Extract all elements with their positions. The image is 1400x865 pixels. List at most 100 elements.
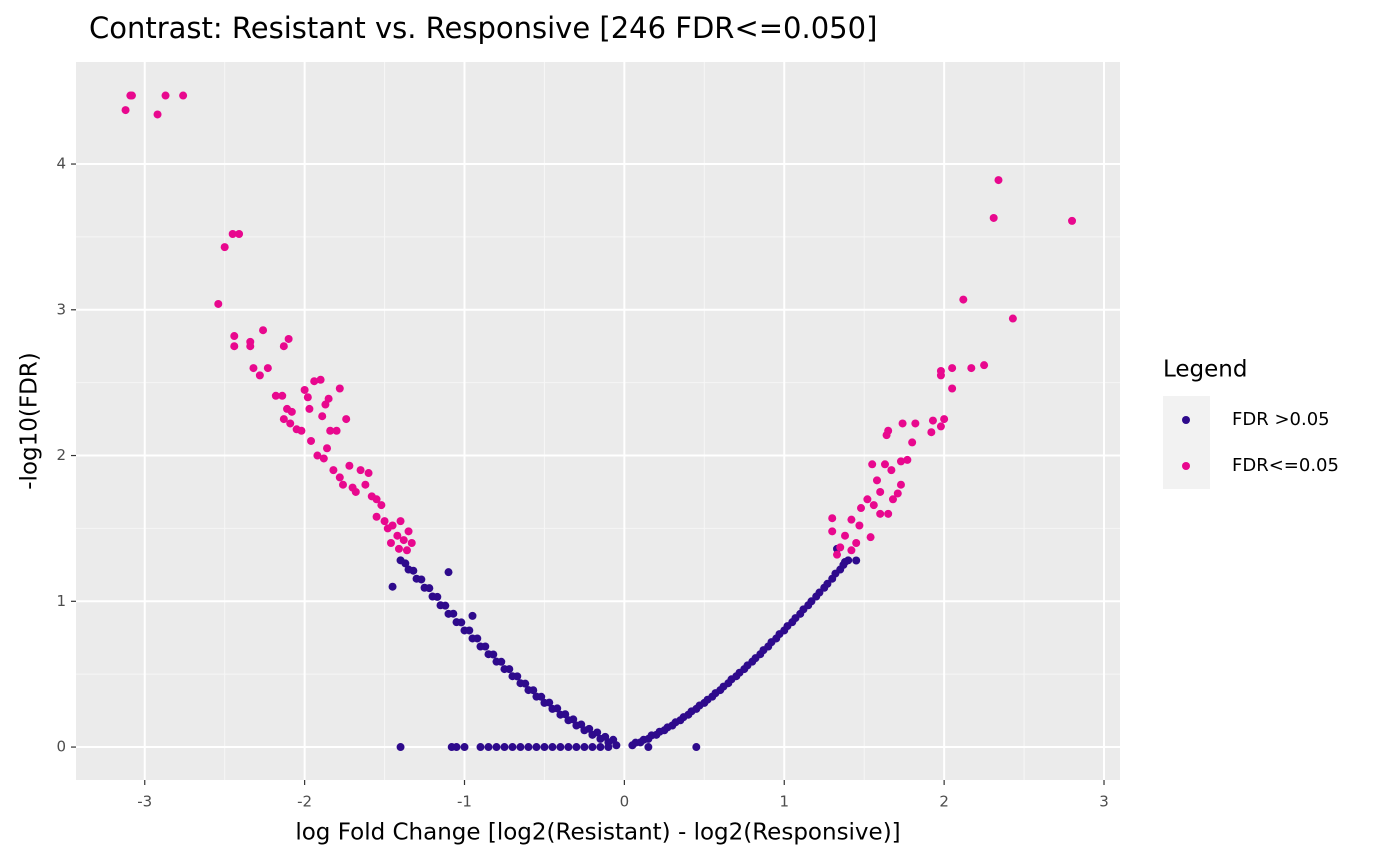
- point: [356, 466, 365, 475]
- point: [876, 509, 885, 518]
- point: [484, 650, 493, 659]
- axes: -3 -2 -1 0 1 2 3 0 1 2 3 4: [56, 155, 1108, 811]
- point: [452, 618, 461, 627]
- point: [869, 501, 878, 510]
- point: [396, 517, 405, 526]
- point: [444, 568, 453, 577]
- point: [388, 582, 397, 591]
- point: [948, 384, 957, 393]
- point: [335, 473, 344, 482]
- point: [396, 743, 405, 752]
- y-tick-label: 3: [56, 300, 66, 318]
- legend-label: FDR >0.05: [1232, 409, 1330, 430]
- x-tick-label: 3: [1099, 793, 1109, 811]
- point: [326, 426, 335, 435]
- point: [407, 538, 416, 547]
- point: [377, 501, 386, 510]
- point: [887, 466, 896, 475]
- point: [596, 743, 605, 752]
- plot-panel: [76, 62, 1120, 780]
- point: [588, 730, 597, 739]
- point: [319, 454, 328, 463]
- point: [928, 416, 937, 425]
- point: [927, 428, 936, 437]
- point: [692, 743, 701, 752]
- point: [468, 611, 477, 620]
- point: [532, 743, 541, 752]
- point: [908, 438, 917, 447]
- y-tick-label: 2: [56, 446, 66, 464]
- point: [866, 533, 875, 542]
- point: [852, 556, 861, 565]
- point: [259, 326, 268, 335]
- point: [372, 495, 381, 504]
- point: [580, 743, 589, 752]
- x-tick-label: 2: [939, 793, 949, 811]
- point: [351, 487, 360, 496]
- point: [484, 743, 493, 752]
- point: [980, 361, 989, 370]
- point: [556, 710, 565, 719]
- point: [345, 461, 354, 470]
- legend-label: FDR<=0.05: [1232, 455, 1339, 476]
- point: [888, 495, 897, 504]
- y-tick-label: 4: [56, 155, 66, 173]
- point: [508, 672, 517, 681]
- point: [476, 642, 485, 651]
- point: [324, 394, 333, 403]
- point: [588, 743, 597, 752]
- point: [1008, 314, 1017, 323]
- point: [279, 415, 288, 424]
- point: [399, 536, 408, 545]
- point: [230, 342, 239, 351]
- point: [836, 543, 845, 552]
- point: [313, 451, 322, 460]
- chart-title: Contrast: Resistant vs. Responsive [246 …: [89, 11, 877, 45]
- point: [572, 721, 581, 730]
- point: [372, 512, 381, 521]
- x-tick-label: -3: [137, 793, 152, 811]
- point: [500, 743, 509, 752]
- point: [863, 495, 872, 504]
- point: [307, 436, 316, 445]
- point: [967, 364, 976, 373]
- point: [230, 332, 239, 341]
- point: [153, 110, 162, 119]
- point: [278, 391, 287, 400]
- point: [492, 743, 501, 752]
- point: [179, 91, 188, 100]
- point: [436, 601, 445, 610]
- point: [994, 176, 1003, 185]
- point: [338, 480, 347, 489]
- legend: Legend FDR >0.05 FDR<=0.05: [1163, 357, 1339, 489]
- point: [833, 550, 842, 559]
- point: [364, 469, 373, 478]
- x-tick-label: 0: [620, 793, 630, 811]
- point: [876, 487, 885, 496]
- point: [318, 412, 327, 421]
- point: [380, 517, 389, 526]
- point: [386, 538, 395, 547]
- x-axis-label: log Fold Change [log2(Resistant) - log2(…: [295, 820, 900, 846]
- point: [316, 375, 325, 384]
- point: [335, 384, 344, 393]
- point: [540, 698, 549, 707]
- point: [402, 546, 411, 555]
- point: [332, 426, 341, 435]
- point: [321, 400, 330, 409]
- point: [235, 229, 244, 238]
- point: [460, 743, 469, 752]
- x-tick-label: -2: [297, 793, 312, 811]
- y-axis-label: -log10(FDR): [17, 352, 43, 490]
- point: [896, 480, 905, 489]
- point: [329, 466, 338, 475]
- point: [884, 509, 893, 518]
- point: [404, 565, 413, 574]
- point: [898, 419, 907, 428]
- legend-key: [1182, 462, 1190, 470]
- point: [228, 229, 237, 238]
- point: [903, 455, 912, 464]
- point: [284, 334, 293, 343]
- point: [855, 521, 864, 530]
- point: [548, 704, 557, 713]
